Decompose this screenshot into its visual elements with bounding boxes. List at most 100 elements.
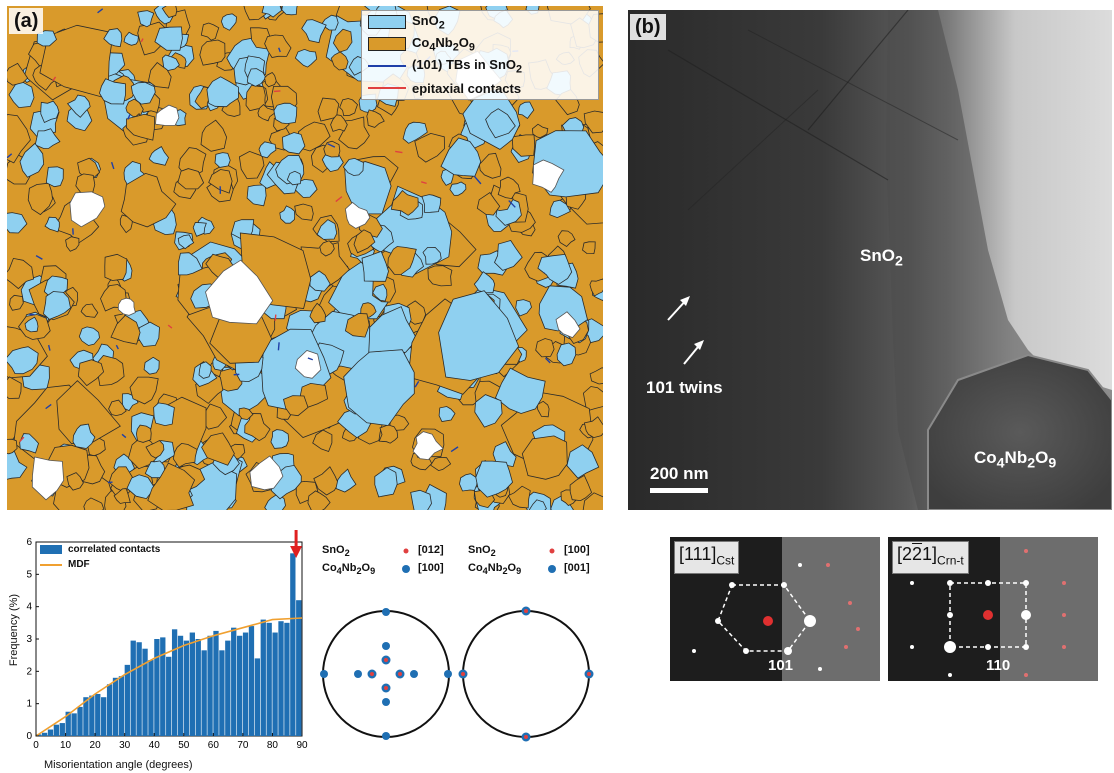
grain (238, 150, 265, 179)
grain (201, 432, 235, 466)
grain (307, 490, 331, 510)
grain (108, 399, 127, 417)
grain (270, 429, 290, 449)
grain (44, 216, 60, 233)
grain (557, 230, 576, 248)
grain (387, 246, 417, 275)
grain (7, 438, 18, 455)
grain (45, 166, 64, 188)
grain (7, 62, 29, 86)
grain (66, 472, 84, 491)
grain (148, 146, 169, 166)
grain (474, 394, 503, 428)
legend-item-epitaxial-contacts: epitaxial contacts (362, 77, 598, 99)
legend-label-co4nb2o9: Co4Nb2O9 (412, 34, 475, 54)
pf2-dir2: [001] (564, 562, 590, 574)
grain (583, 416, 603, 439)
grain (390, 190, 419, 216)
grain (177, 168, 205, 190)
grain (343, 349, 415, 426)
panel-b-label: (b) (630, 14, 666, 40)
ebsd-phase-map: (a) SnO2 Co4Nb2O9 (101) TBs in SnO2 epit… (7, 6, 603, 510)
grain (246, 184, 267, 207)
boundary-segment (414, 381, 420, 388)
boundary-segment (450, 446, 459, 453)
grain (410, 489, 432, 510)
grain (31, 456, 65, 501)
grain (511, 134, 536, 157)
grain (220, 13, 237, 31)
pole-figure-2: SnO2 Co4Nb2O9 [100] [001] (458, 538, 608, 773)
grain (110, 314, 141, 345)
y-tick-label: 2 (26, 666, 32, 677)
grain (532, 159, 565, 193)
grain (330, 51, 349, 71)
grain (43, 291, 71, 320)
x-tick-label: 60 (208, 740, 220, 751)
grain (536, 400, 550, 418)
grain (353, 229, 376, 254)
grain (438, 290, 520, 381)
histogram-bar (59, 723, 65, 736)
co4nb2o9-phase-label: Co4Nb2O9 (974, 448, 1057, 472)
grain (517, 101, 535, 119)
y-tick-label: 4 (26, 602, 32, 613)
histogram-bar (136, 642, 142, 736)
legend-label-epitaxial-contacts: epitaxial contacts (412, 80, 522, 96)
saed-pattern-1: [111]Cst 101 (670, 537, 880, 681)
histogram-bar (201, 650, 207, 736)
panel-a-label: (a) (9, 8, 44, 34)
histogram-bar (183, 640, 190, 736)
grain (200, 119, 228, 152)
pf1-phase2: Co4Nb2O9 (322, 562, 376, 577)
grain (137, 10, 155, 28)
histogram-legend: correlated contacts MDF (40, 542, 160, 572)
grain (8, 81, 35, 109)
grain (147, 62, 172, 89)
grain (83, 497, 105, 510)
saed-2-spots (910, 549, 1066, 677)
x-tick-label: 30 (119, 740, 131, 751)
grain (566, 444, 600, 479)
histogram-bar (195, 639, 201, 736)
grain (528, 499, 547, 510)
grain (495, 367, 546, 414)
grain (143, 356, 160, 375)
grain (366, 109, 385, 128)
grain (374, 467, 398, 498)
boundary-segment (545, 357, 551, 364)
grain (264, 71, 277, 88)
grain (339, 98, 358, 117)
ebsd-grain-map-graphic (7, 6, 603, 510)
y-tick-label: 6 (26, 537, 32, 548)
pf1-dir1: [012] (418, 544, 444, 556)
x-tick-label: 50 (178, 740, 190, 751)
twin-boundary-line-swatch (368, 65, 406, 67)
grain (494, 240, 523, 271)
grain (80, 303, 99, 318)
grain (344, 201, 371, 229)
histogram-bar (254, 658, 261, 736)
histogram-bar (272, 632, 278, 736)
grain (475, 460, 513, 498)
grain (279, 205, 296, 224)
grain (485, 108, 516, 139)
grain (421, 194, 442, 213)
grain (582, 492, 603, 510)
grain (78, 326, 100, 346)
boundary-segment (278, 47, 281, 53)
boundary-segment (421, 181, 427, 185)
histogram-bar (101, 697, 107, 736)
grain (246, 68, 267, 87)
grain (342, 157, 364, 176)
histogram-bar (266, 622, 272, 736)
grain (521, 435, 568, 480)
x-tick-label: 70 (237, 740, 249, 751)
grain (113, 488, 131, 504)
histogram-bar (231, 627, 237, 736)
histogram-bar (124, 664, 130, 736)
pf2-stereogram (458, 548, 594, 742)
saed-2-zone-label: [221]Crn-t (892, 541, 969, 574)
grain (199, 39, 226, 66)
grain (257, 104, 275, 122)
